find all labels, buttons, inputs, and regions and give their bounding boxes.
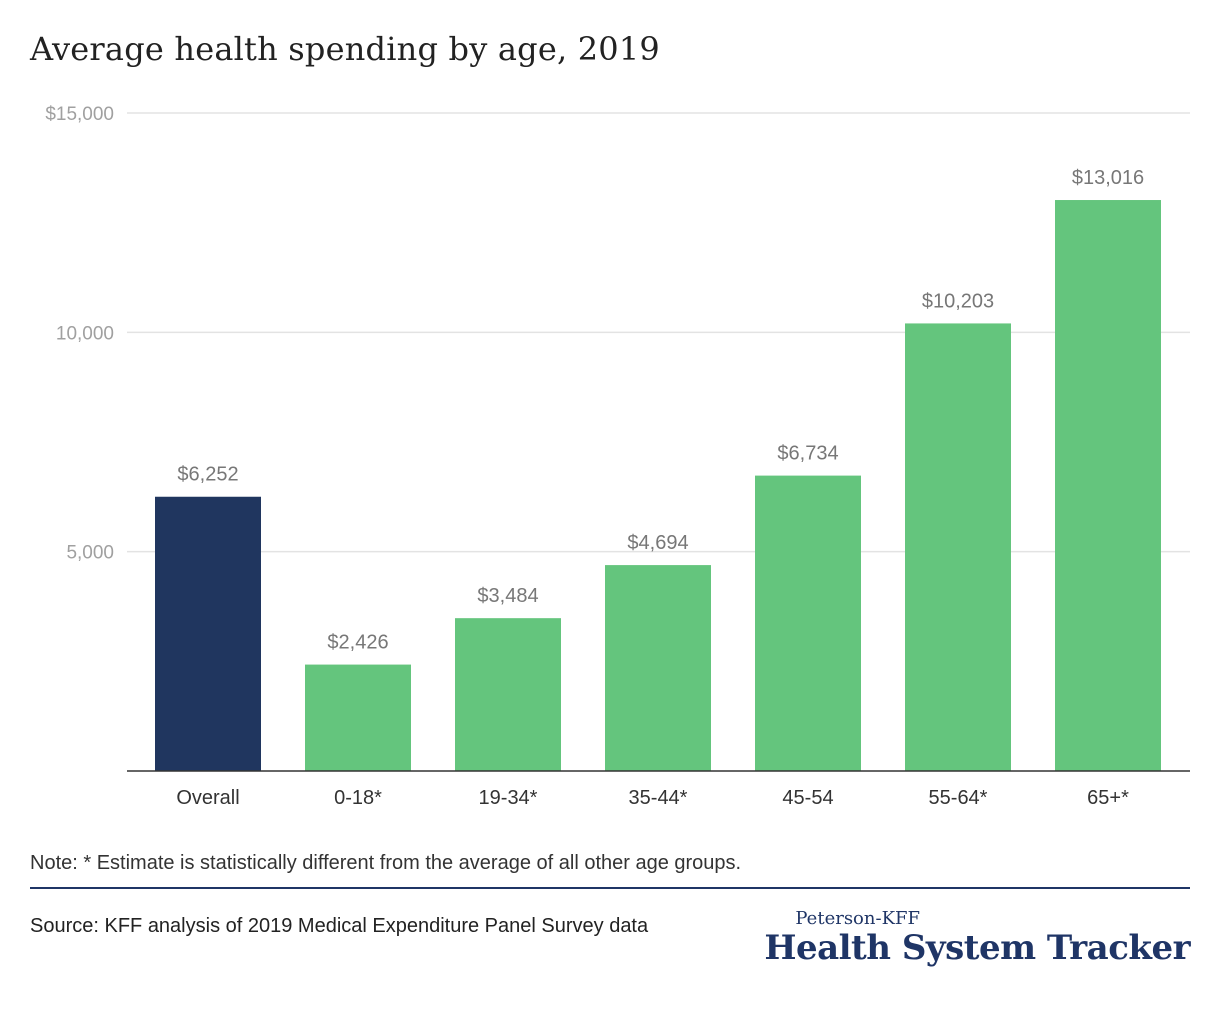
data-label: $3,484 (477, 585, 538, 607)
data-label: $10,203 (922, 290, 994, 312)
footnote: Note: * Estimate is statistically differ… (30, 852, 742, 874)
bar (905, 323, 1011, 771)
brand-subtitle: Peterson-KFF (795, 908, 920, 929)
x-tick-label: 55-64* (929, 787, 988, 809)
x-tick-label: 0-18* (334, 787, 382, 809)
y-tick-label: $15,000 (45, 104, 114, 125)
x-tick-label: 45-54 (782, 787, 833, 809)
bar-chart: 5,000 10,000 $15,000 $6,252 Overall $2,426 0-1… (45, 104, 1190, 809)
bar (1055, 200, 1161, 771)
bar (605, 565, 711, 771)
data-label: $2,426 (327, 632, 388, 654)
bar (755, 475, 861, 771)
labels: 5,000 10,000 $15,000 $6,252 Overall $2,426 0-1… (45, 104, 1190, 809)
chart-title: Average health spending by age, 2019 (30, 30, 660, 68)
bar (155, 496, 261, 771)
x-tick-label: 35-44* (629, 787, 688, 809)
divider (30, 887, 1190, 889)
data-label: $6,252 (177, 464, 238, 486)
x-tick-label: 65+* (1087, 787, 1129, 809)
bars (155, 200, 1161, 771)
data-label: $13,016 (1072, 167, 1144, 189)
bar (305, 664, 411, 771)
brand-logo-text: Health System Tracker (764, 928, 1190, 968)
y-tick-label: 5,000 (66, 543, 114, 564)
data-label: $4,694 (627, 532, 688, 554)
data-label: $6,734 (777, 443, 838, 465)
x-tick-label: Overall (176, 787, 239, 809)
gridlines (127, 112, 1190, 553)
source-note: Source: KFF analysis of 2019 Medical Exp… (30, 915, 649, 937)
x-tick-label: 19-34* (479, 787, 538, 809)
bar (455, 618, 561, 771)
y-tick-label: 10,000 (56, 323, 114, 344)
